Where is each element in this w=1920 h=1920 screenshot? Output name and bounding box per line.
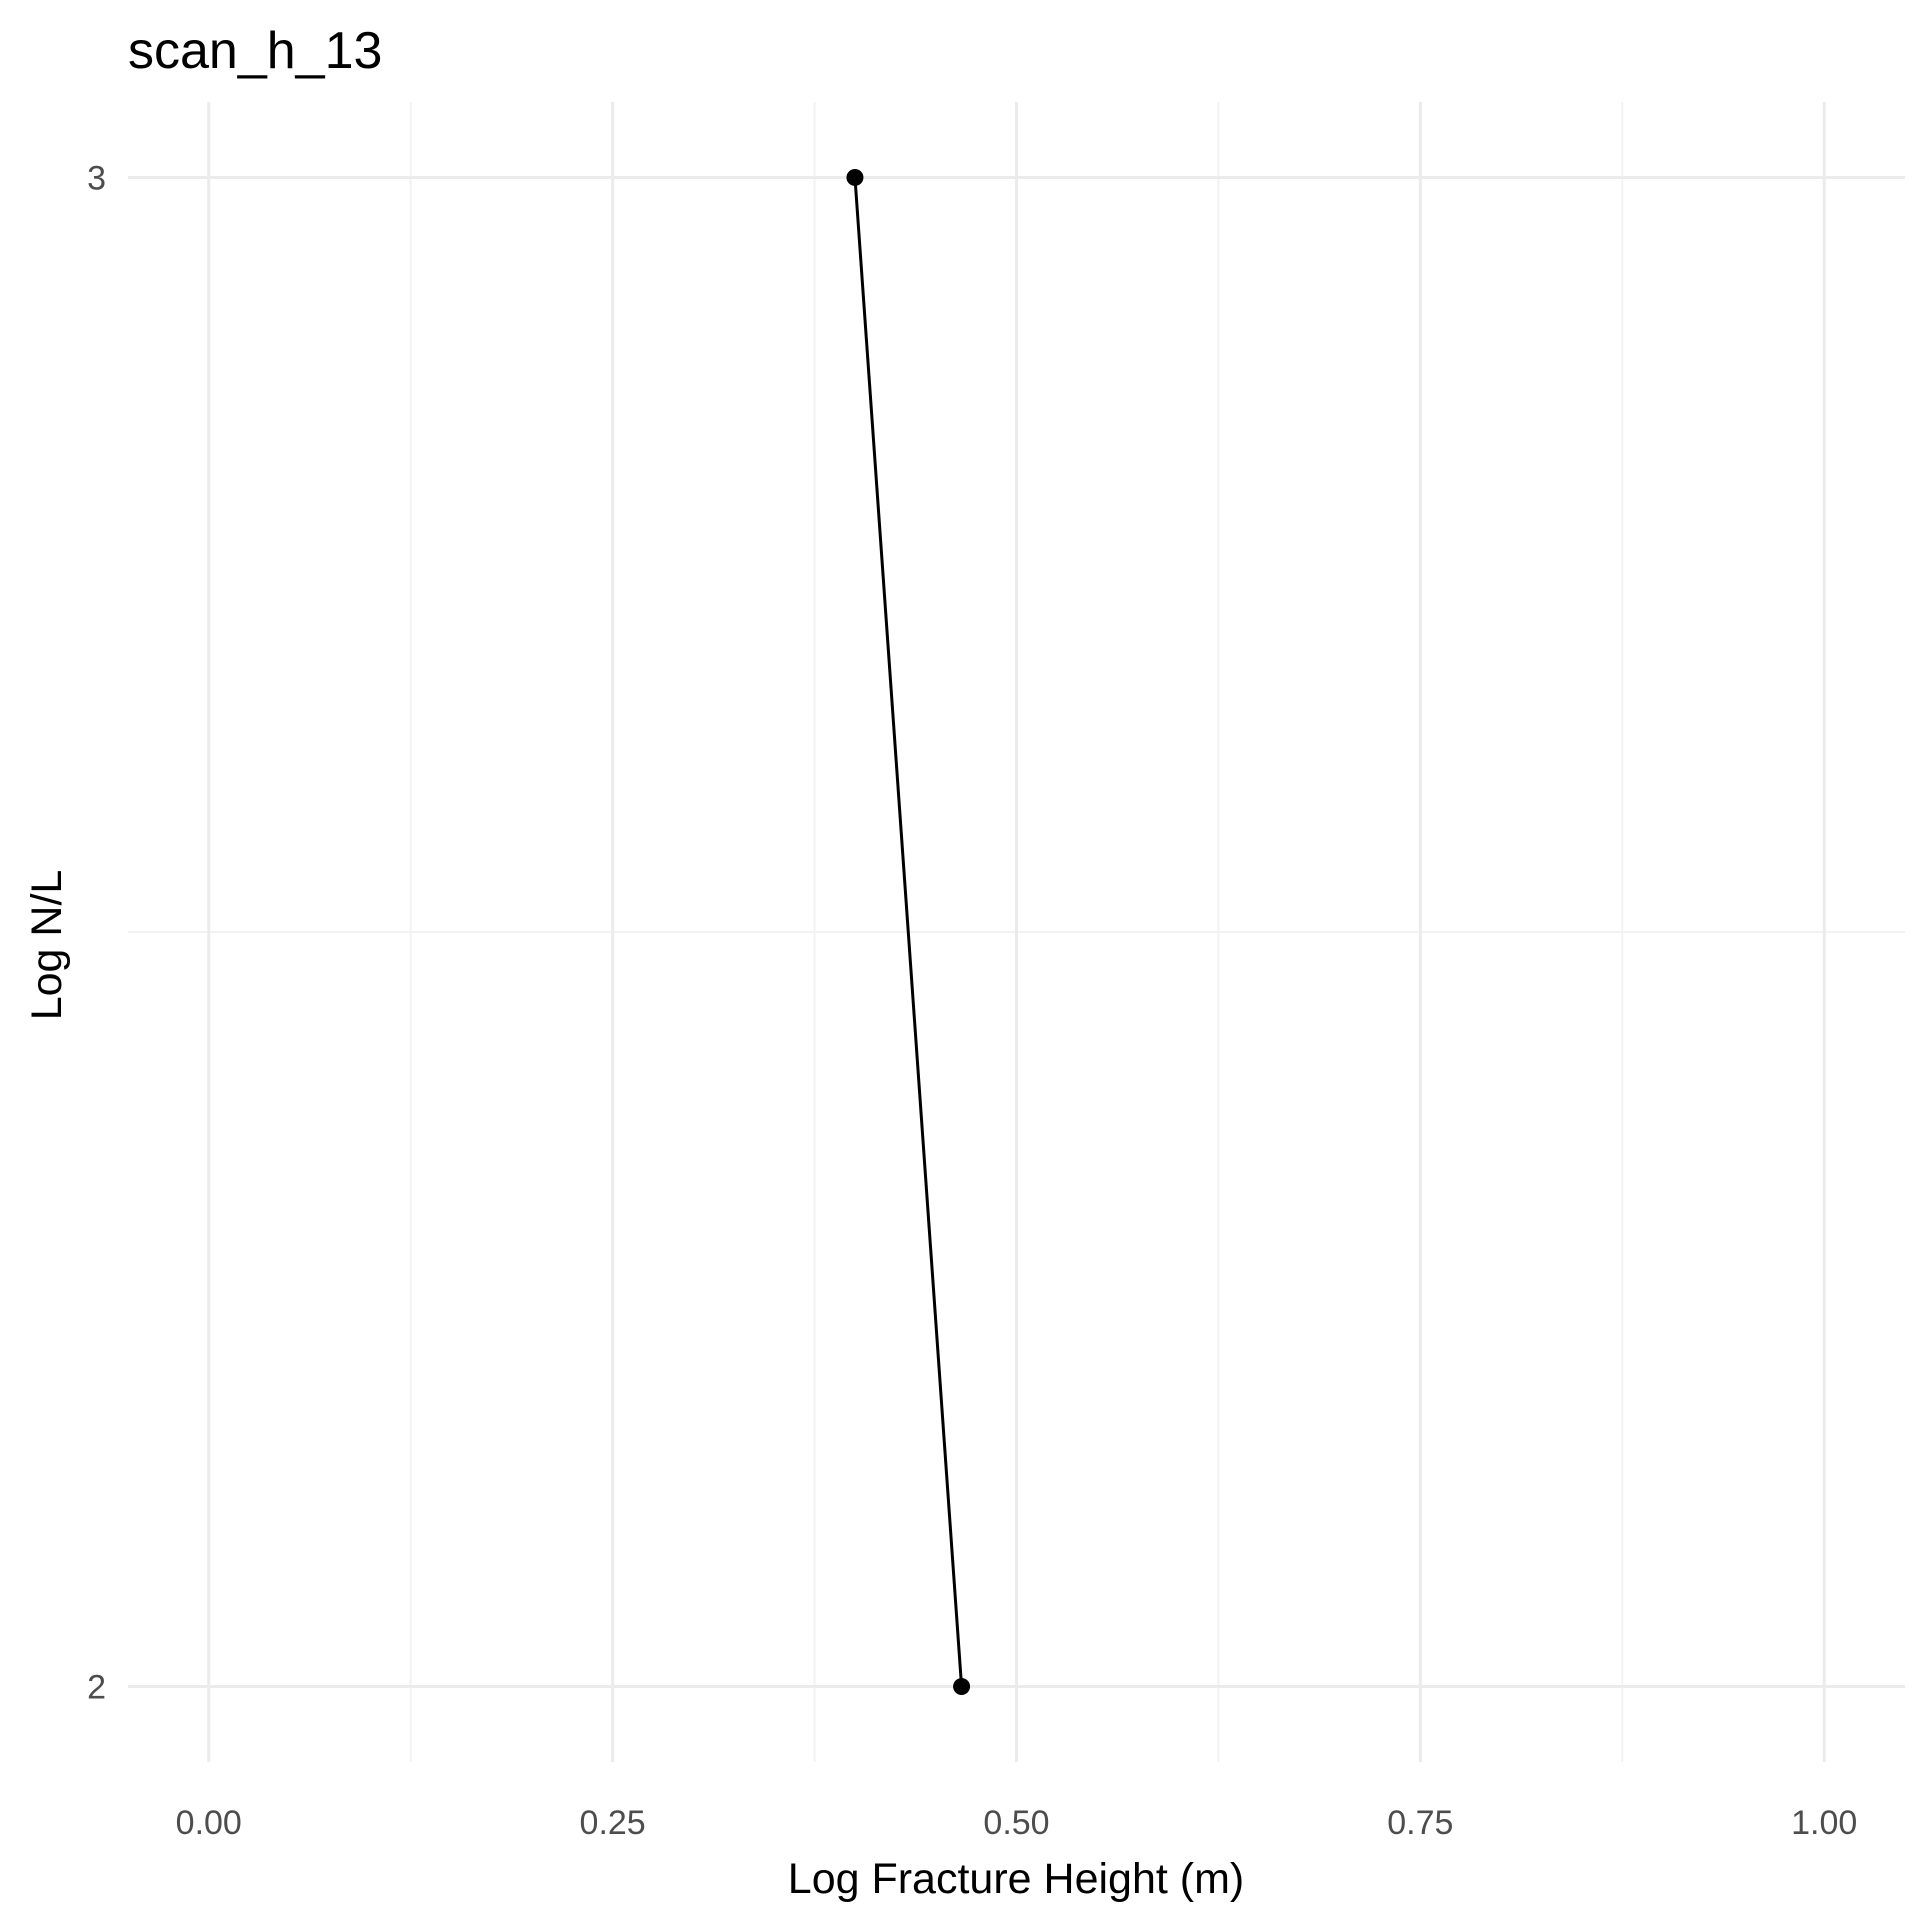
y-tick-labels: 23 [87,159,106,1706]
x-tick-labels: 0.00 0.25 0.50 0.75 1.00 [176,1804,1858,1842]
x-tick-label: 0.75 [1387,1804,1453,1842]
y-axis-title: Log N/L [23,870,71,1021]
data-point [846,168,864,186]
data-point [953,1678,971,1696]
x-tick-label: 0.50 [983,1804,1049,1842]
series-line [853,177,964,1687]
x-tick-label: 1.00 [1791,1804,1857,1842]
series-layer [846,168,971,1696]
x-axis-title: Log Fracture Height (m) [788,1855,1244,1903]
x-tick-label: 0.00 [176,1804,242,1842]
y-tick-label: 2 [87,1669,106,1707]
grid [128,102,1905,1762]
chart-title: scan_h_13 [128,22,382,80]
x-tick-label: 0.25 [580,1804,646,1842]
y-tick-label: 3 [87,159,106,197]
